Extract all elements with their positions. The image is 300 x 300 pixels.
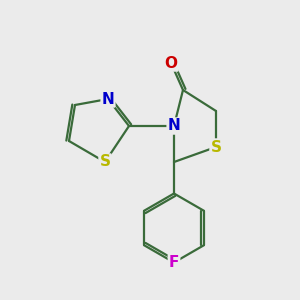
Text: S: S [100,154,110,169]
Text: S: S [211,140,221,154]
Text: N: N [168,118,180,134]
Text: N: N [102,92,114,106]
Text: O: O [164,56,178,70]
Text: F: F [169,255,179,270]
